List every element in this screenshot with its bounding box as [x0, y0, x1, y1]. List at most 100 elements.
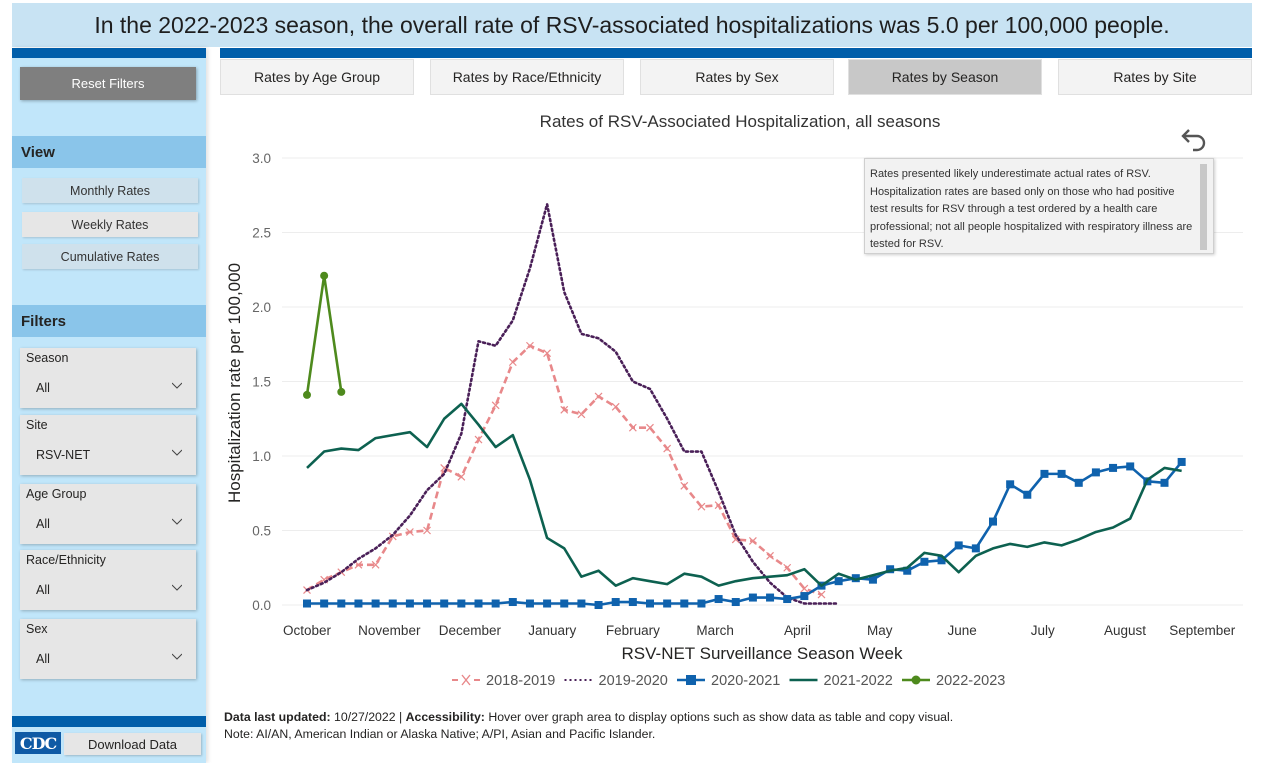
data-point: [577, 599, 586, 608]
data-point: [577, 410, 586, 419]
data-point: [1040, 469, 1049, 478]
weekly-rates-button[interactable]: Weekly Rates: [22, 212, 198, 237]
abbreviation-note: Note: AI/AN, American Indian or Alaska N…: [224, 727, 656, 741]
data-point: [457, 472, 466, 481]
data-point: [1160, 478, 1169, 487]
chevron-down-icon[interactable]: [172, 582, 182, 592]
data-point: [405, 599, 414, 608]
data-point: [320, 599, 329, 608]
legend-item[interactable]: 2021-2022: [789, 673, 893, 689]
season-select[interactable]: All: [36, 381, 50, 395]
legend-marker: [911, 675, 921, 685]
undo-icon[interactable]: [1176, 124, 1210, 158]
tab-age-group[interactable]: Rates by Age Group: [220, 59, 414, 95]
data-point: [491, 401, 500, 410]
data-point: [1177, 457, 1186, 466]
chevron-down-icon[interactable]: [172, 447, 182, 457]
data-point: [783, 595, 792, 604]
x-axis-title: RSV-NET Surveillance Season Week: [622, 644, 903, 663]
monthly-rates-button[interactable]: Monthly Rates: [22, 178, 198, 203]
tab-race-ethnicity[interactable]: Rates by Race/Ethnicity: [430, 59, 624, 95]
data-point: [560, 599, 569, 608]
data-point: [1023, 490, 1032, 499]
x-tick-label: February: [606, 623, 660, 638]
data-point: [474, 599, 483, 608]
footer-notes: Data last updated: 10/27/2022 | Accessib…: [224, 709, 953, 743]
sex-select[interactable]: All: [36, 652, 50, 666]
y-tick-label: 0.5: [252, 524, 271, 539]
data-point: [680, 599, 689, 608]
data-point: [525, 599, 534, 608]
series-2022-2023: [303, 271, 346, 399]
sidebar: Reset Filters View Monthly Rates Weekly …: [12, 48, 206, 763]
legend-marker: [461, 674, 471, 686]
data-point: [663, 599, 672, 608]
data-point: [731, 535, 740, 544]
legend-item[interactable]: 2020-2021: [677, 673, 780, 689]
site-filter: Site RSV-NET: [20, 415, 196, 475]
data-point: [886, 565, 895, 574]
season-filter-label: Season: [26, 351, 69, 365]
accessibility-text: Hover over graph area to display options…: [488, 710, 954, 724]
data-point: [868, 575, 877, 584]
x-tick-label: January: [528, 623, 576, 638]
download-data-button[interactable]: Download Data: [64, 733, 201, 755]
sidebar-bottom-bar: [12, 716, 206, 727]
data-point: [903, 566, 912, 575]
data-point: [371, 560, 380, 569]
data-point: [628, 598, 637, 607]
legend-item[interactable]: 2022-2023: [902, 673, 1005, 689]
data-point: [697, 599, 706, 608]
y-axis-title: Hospitalization rate per 100,000: [225, 263, 244, 503]
x-tick-label: May: [867, 623, 893, 638]
site-select[interactable]: RSV-NET: [36, 448, 91, 462]
tab-season[interactable]: Rates by Season: [848, 59, 1042, 95]
accessibility-label: Accessibility:: [405, 710, 485, 724]
data-point: [989, 517, 997, 526]
y-tick-label: 3.0: [252, 151, 271, 166]
data-point: [405, 528, 414, 536]
data-point: [543, 349, 552, 358]
sex-filter: Sex All: [20, 619, 196, 679]
legend-label: 2019-2020: [599, 673, 668, 689]
sidebar-top-bar: [12, 48, 206, 58]
chevron-down-icon[interactable]: [172, 380, 182, 390]
updated-value: 10/27/2022: [334, 710, 396, 724]
data-point: [748, 593, 757, 602]
chevron-down-icon[interactable]: [172, 651, 182, 661]
data-point: [800, 592, 809, 601]
data-point: [354, 560, 363, 569]
chevron-down-icon[interactable]: [172, 516, 182, 526]
age-group-select[interactable]: All: [36, 517, 50, 531]
data-point: [628, 423, 637, 432]
series-2021-2022: [306, 402, 1182, 587]
data-point: [937, 556, 946, 565]
legend-item[interactable]: 2019-2020: [564, 673, 668, 689]
tab-site[interactable]: Rates by Site: [1058, 59, 1252, 95]
tab-sex[interactable]: Rates by Sex: [640, 59, 834, 95]
cdc-logo: CDC: [15, 732, 61, 754]
data-point: [800, 584, 809, 593]
tooltip-scrollbar[interactable]: [1200, 164, 1207, 250]
data-point: [440, 599, 449, 608]
data-point: [971, 544, 980, 553]
y-tick-label: 2.5: [252, 226, 271, 241]
data-point: [320, 271, 329, 280]
data-point: [1126, 462, 1135, 471]
series-2018-2019: [303, 341, 826, 599]
legend-label: 2020-2021: [711, 673, 780, 689]
data-point: [1109, 463, 1118, 472]
x-tick-label: July: [1031, 623, 1055, 638]
legend-item[interactable]: 2018-2019: [452, 673, 555, 689]
data-point: [491, 599, 500, 608]
y-tick-label: 1.0: [252, 449, 271, 464]
data-point: [594, 392, 603, 401]
season-filter: Season All: [20, 348, 196, 408]
cumulative-rates-button[interactable]: Cumulative Rates: [22, 244, 198, 269]
x-tick-label: December: [439, 623, 502, 638]
data-point: [303, 390, 311, 399]
updated-label: Data last updated:: [224, 710, 331, 724]
reset-filters-button[interactable]: Reset Filters: [20, 67, 196, 100]
race-ethnicity-select[interactable]: All: [36, 583, 50, 597]
